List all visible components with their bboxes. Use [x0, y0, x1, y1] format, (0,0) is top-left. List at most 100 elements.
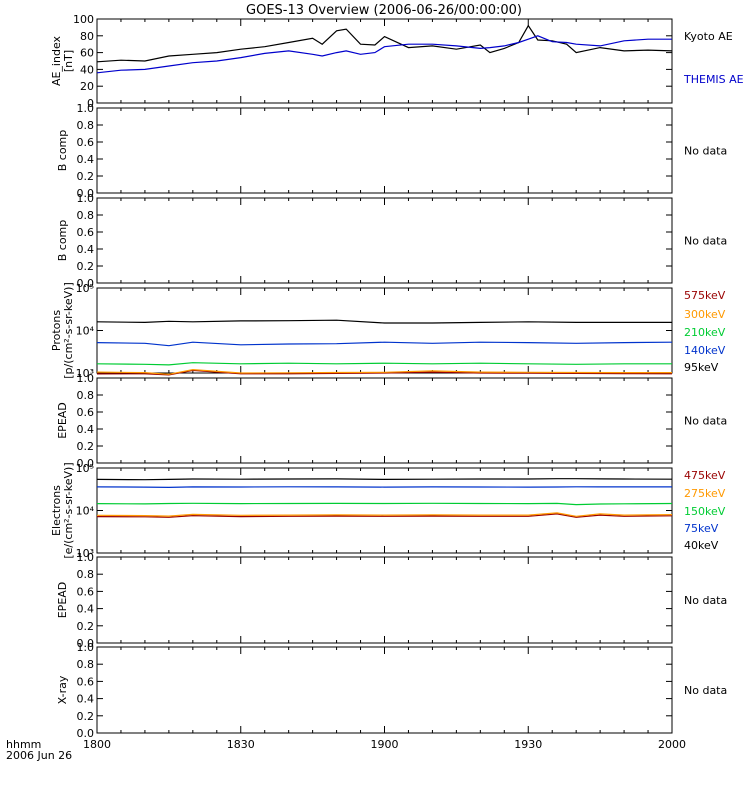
- panel-epead2: 0.0 0.2 0.4 0.6 0.8 1.0 EPEAD No data: [56, 551, 727, 650]
- panel-frame: [96, 107, 673, 194]
- ytick-label: 0.0: [77, 187, 95, 200]
- ytick-label: 0.8: [77, 568, 95, 581]
- ytick-label: 0.8: [77, 389, 95, 402]
- ytick-label: 0.6: [77, 675, 95, 688]
- series-line-themis-ae: [96, 35, 672, 74]
- ylabel: EPEAD: [56, 582, 69, 619]
- xtick-label: 1900: [371, 738, 399, 751]
- ytick-label: 80: [80, 30, 94, 43]
- figure-title: GOES-13 Overview (2006-06-26/00:00:00): [246, 3, 522, 18]
- series-line-210kev: [96, 362, 672, 366]
- ytick-label: 0.2: [77, 710, 95, 723]
- panel-frame: [96, 377, 673, 464]
- ytick-label: 0.8: [77, 119, 95, 132]
- ytick-label: 1.0: [77, 372, 95, 385]
- panel-bcomp2: 0.0 0.2 0.4 0.6 0.8 1.0 B comp No data: [56, 192, 727, 290]
- ytick-label: 0.2: [77, 440, 95, 453]
- panel-frame: [96, 197, 673, 284]
- ytick-label: 1.0: [77, 551, 95, 564]
- series-line-140kev: [96, 341, 673, 347]
- xtick-label: 1830: [227, 738, 255, 751]
- series-line-75kev: [96, 486, 672, 489]
- panel-frame: [96, 646, 673, 734]
- date-label: 2006 Jun 26: [6, 749, 72, 762]
- panels-group: 0 20 40 60 80 100 AE_index [nT] Kyoto AE THEMIS A…: [50, 13, 744, 740]
- ytick-label: 1.0: [77, 192, 95, 205]
- series-line-275kev: [96, 512, 673, 517]
- ytick-label: 0.4: [77, 603, 95, 616]
- ytick-label: 0.0: [77, 727, 95, 740]
- xtick-label: 1800: [83, 738, 111, 751]
- ytick-label: 1.0: [77, 102, 95, 115]
- panel-epead1: 0.0 0.2 0.4 0.6 0.8 1.0 EPEAD No data: [56, 372, 727, 470]
- legend-label: 40keV: [684, 539, 719, 552]
- ylabel: [e/(cm²-s-sr-keV)]: [62, 462, 75, 558]
- panel-frame: [96, 556, 673, 644]
- ytick-label: 0.8: [77, 209, 95, 222]
- panel-electrons: 10³ 10⁴ 10⁵ Electrons [e/(cm²-s-sr-keV)] 475k…: [50, 462, 726, 560]
- ylabel: Protons: [50, 310, 63, 351]
- ytick-label: 40: [80, 63, 94, 76]
- ytick-label: 10⁴: [76, 325, 95, 338]
- ytick-label: 0.6: [77, 585, 95, 598]
- series-line-575kev: [96, 369, 673, 376]
- ytick-label: 10³: [76, 367, 94, 380]
- series-line-150kev: [96, 502, 673, 506]
- ytick-label: 0.6: [77, 136, 95, 149]
- panel-frame: [96, 18, 673, 104]
- panel-xray: 0.0 0.2 0.4 0.6 0.8 1.0 X-ray No data: [56, 641, 727, 740]
- panel-frame: [96, 467, 673, 554]
- no-data-label: No data: [684, 235, 727, 248]
- panel-frame: [96, 287, 673, 374]
- legend-label: 210keV: [684, 326, 726, 339]
- ytick-label: 0.0: [77, 637, 95, 650]
- series-line-kyoto-ae: [96, 24, 673, 63]
- ytick-label: 0.6: [77, 406, 95, 419]
- panel-bcomp1: 0.0 0.2 0.4 0.6 0.8 1.0 B comp No data: [56, 102, 727, 200]
- legend-label: 75keV: [684, 522, 719, 535]
- ytick-label: 0: [87, 97, 94, 110]
- ytick-label: 10⁴: [76, 505, 95, 518]
- ytick-label: 10³: [76, 547, 94, 560]
- series-line-40kev: [96, 478, 673, 481]
- ytick-label: 0.4: [77, 423, 95, 436]
- ytick-label: 0.0: [77, 277, 95, 290]
- ylabel: AE_index: [50, 35, 63, 86]
- ytick-label: 20: [80, 80, 94, 93]
- legend-label: 275keV: [684, 487, 726, 500]
- no-data-label: No data: [684, 684, 727, 697]
- legend-label: THEMIS AE: [683, 73, 744, 86]
- panel-ae: 0 20 40 60 80 100 AE_index [nT] Kyoto AE THEMIS A…: [50, 13, 744, 110]
- legend-label: Kyoto AE: [684, 30, 733, 43]
- panel-protons: 10³ 10⁴ 10⁵ Protons [p/(cm²-s-sr-keV)] 575keV…: [50, 282, 726, 380]
- ytick-label: 0.4: [77, 693, 95, 706]
- ytick-label: 100: [73, 13, 94, 26]
- ytick-label: 0.6: [77, 226, 95, 239]
- ytick-label: 0.2: [77, 170, 95, 183]
- ytick-label: 0.4: [77, 243, 95, 256]
- ylabel: B comp: [56, 220, 69, 262]
- ylabel: [p/(cm²-s-sr-keV)]: [62, 282, 75, 379]
- legend-label: 575keV: [684, 289, 726, 302]
- legend-label: 150keV: [684, 505, 726, 518]
- ytick-label: 1.0: [77, 641, 95, 654]
- ytick-label: 0.2: [77, 260, 95, 273]
- ylabel: X-ray: [56, 675, 69, 704]
- legend-label: 300keV: [684, 308, 726, 321]
- ylabel: Electrons: [50, 485, 63, 536]
- xtick-label: 2000: [658, 738, 686, 751]
- no-data-label: No data: [684, 145, 727, 158]
- ytick-label: 10⁵: [76, 282, 94, 295]
- ylabel: [nT]: [62, 50, 75, 72]
- legend-label: 140keV: [684, 344, 726, 357]
- no-data-label: No data: [684, 415, 727, 428]
- legend-label: 475keV: [684, 469, 726, 482]
- legend-label: 95keV: [684, 361, 719, 374]
- ytick-label: 60: [80, 47, 94, 60]
- ytick-label: 10⁵: [76, 462, 94, 475]
- time-unit-label: hhmm: [6, 738, 41, 751]
- series-line-95kev: [96, 319, 672, 324]
- ytick-label: 0.4: [77, 153, 95, 166]
